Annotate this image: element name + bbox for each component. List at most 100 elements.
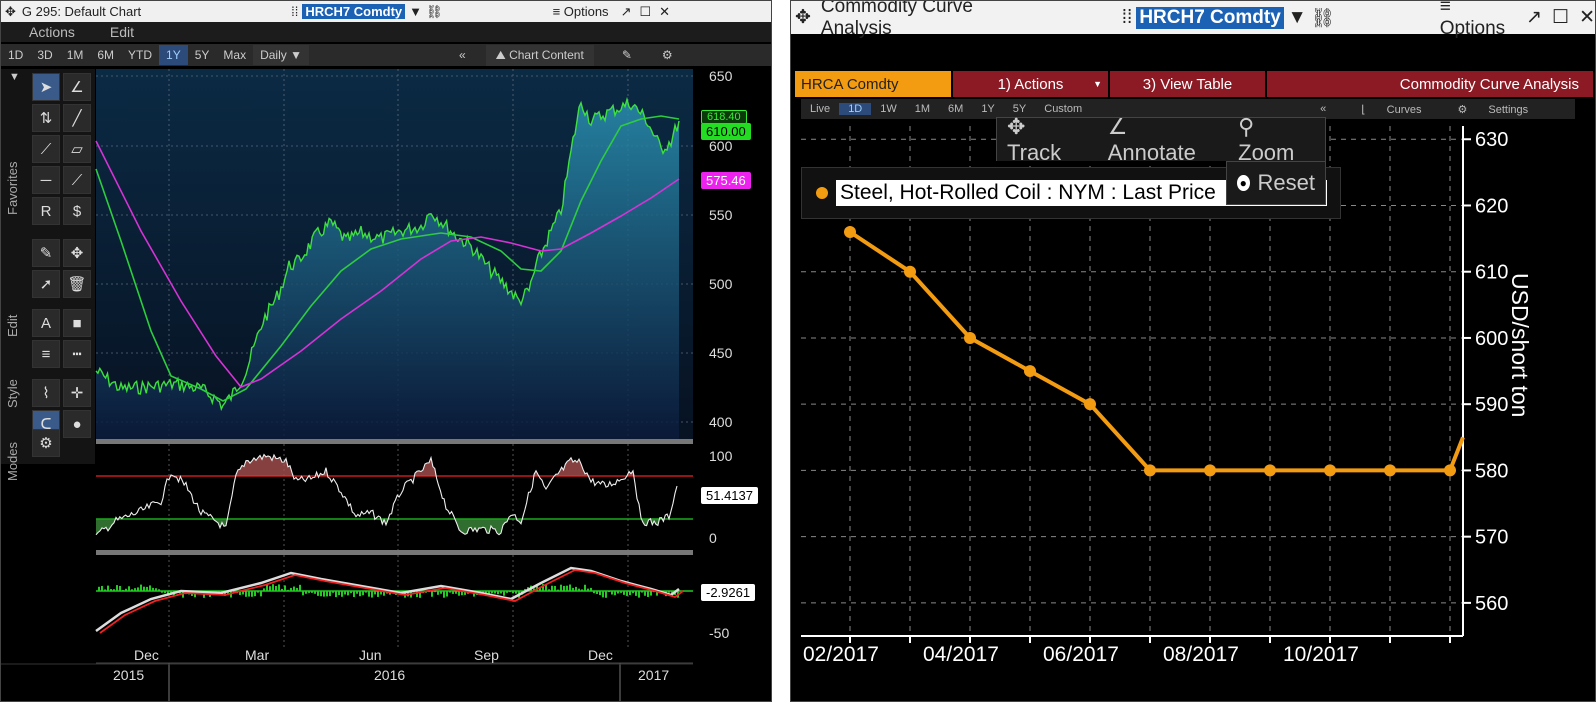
macd-bar (281, 588, 283, 591)
macd-bar (119, 585, 121, 591)
fill-color-icon[interactable]: ■ (63, 309, 91, 337)
range-1y[interactable]: 1Y (981, 103, 995, 115)
actions-menu[interactable]: 1) Actions ▼ (953, 71, 1108, 97)
annotate-button[interactable]: ∠ Annotate (1108, 114, 1218, 166)
curve-point (844, 225, 856, 238)
window-titlebar[interactable]: ✥ G 295: Default Chart ⁞⁞ HRCH7 Comdty ▼… (1, 1, 771, 22)
macd-grid (168, 555, 629, 647)
range-5y[interactable]: 5Y (1012, 103, 1027, 115)
font-style-icon[interactable]: A (32, 309, 60, 337)
range-1m[interactable]: 1M (914, 103, 931, 115)
macd-bar (620, 591, 622, 593)
range-1d[interactable]: 1D (839, 103, 872, 115)
ticker-field[interactable]: HRCA Comdty (795, 71, 951, 97)
move-tool-icon[interactable]: ✥ (63, 239, 91, 267)
collapse-icon[interactable]: « (458, 48, 466, 62)
extend-line-tool-icon[interactable]: ⟋ (63, 166, 91, 194)
chart-content-button[interactable]: ⛰ Chart Content (485, 44, 594, 66)
line-weight-icon[interactable]: ≡ (32, 340, 60, 368)
range-6m[interactable]: 6M (948, 103, 964, 115)
options-menu[interactable]: ≡ Options (552, 4, 609, 19)
maximize-icon[interactable]: ☐ (1552, 7, 1570, 28)
tf-1y[interactable]: 1Y (159, 45, 188, 65)
macd-bar (488, 591, 490, 596)
toolbar-collapse-icon[interactable]: ▼ (9, 71, 20, 83)
pointer-tool-icon[interactable]: ➤ (32, 73, 60, 101)
macd-bar (452, 591, 454, 594)
snap-mode-icon[interactable]: ⌇ (32, 379, 60, 407)
range-1w[interactable]: 1W (880, 103, 897, 115)
range-live[interactable]: Live (810, 103, 831, 115)
color-mode-icon[interactable]: ● (63, 410, 91, 438)
dropdown-icon[interactable]: ▼ (1287, 6, 1307, 28)
annotate-icon: ∠ (1107, 113, 1128, 139)
reset-button[interactable]: ● Reset (1226, 161, 1326, 205)
app-name: Commodity Curve Analysis (1267, 71, 1593, 97)
settings-button[interactable]: ⚙ Settings (1439, 103, 1546, 116)
maximize-icon[interactable]: ☐ (639, 3, 652, 19)
macd-bar (161, 591, 163, 593)
close-icon[interactable]: ✕ (659, 3, 671, 19)
percent-tool-icon[interactable]: ⇅ (32, 104, 60, 132)
curves-button[interactable]: ⌊ Curves (1343, 103, 1439, 116)
curve-point (1444, 464, 1456, 477)
track-button[interactable]: ✥ Track (1007, 114, 1084, 166)
curve-point (1204, 464, 1216, 477)
link-icon[interactable]: ⛓ (426, 3, 443, 19)
line-style-icon[interactable]: ┅ (63, 340, 91, 368)
menu-bar: Actions Edit (1, 22, 771, 42)
menu-edit[interactable]: Edit (109, 24, 135, 40)
settings-tool-icon[interactable]: ⚙ (32, 429, 60, 457)
dropdown-icon[interactable]: ▼ (409, 4, 423, 19)
tf-6m[interactable]: 6M (97, 48, 115, 62)
line-tool-icon[interactable]: ∠ (63, 73, 91, 101)
popout-icon[interactable]: ↗ (1526, 7, 1543, 28)
pencil-tool-icon[interactable]: ✎ (32, 239, 60, 267)
tf-1m[interactable]: 1M (66, 48, 84, 62)
macd-bar (617, 591, 619, 594)
select-add-tool-icon[interactable]: ➚ (32, 270, 60, 298)
tf-max[interactable]: Max (223, 48, 247, 62)
retracement-tool-icon[interactable]: R (32, 197, 60, 225)
move-icon[interactable]: ✥ (795, 7, 811, 28)
macd-bar (347, 591, 349, 596)
edit-chart-icon[interactable]: ✎ (621, 48, 632, 62)
macd-bar (245, 591, 247, 597)
year-label: 2017 (638, 667, 670, 683)
tf-1d[interactable]: 1D (8, 48, 24, 62)
window-titlebar[interactable]: ✥ Commodity Curve Analysis ⁞⁞ HRCH7 Comd… (791, 1, 1595, 39)
ray-tool-icon[interactable]: ⟋ (32, 135, 60, 163)
tf-ytd[interactable]: YTD (128, 48, 153, 62)
macd-bar (548, 589, 550, 591)
macd-bar (377, 591, 379, 597)
tf-3d[interactable]: 3D (37, 48, 53, 62)
hline-tool-icon[interactable]: ─ (32, 166, 60, 194)
channel-tool-icon[interactable]: ▱ (63, 135, 91, 163)
frequency-dropdown[interactable]: Daily ▼ (253, 45, 309, 65)
menu-actions[interactable]: Actions (29, 24, 75, 40)
macd-bar (602, 591, 604, 598)
options-menu[interactable]: ≡ Options (1439, 0, 1506, 39)
view-table-button[interactable]: 3) View Table (1110, 71, 1265, 97)
trendline-tool-icon[interactable]: ╱ (63, 104, 91, 132)
move-icon[interactable]: ✥ (5, 3, 16, 19)
macd-bar (416, 591, 418, 597)
range-custom[interactable]: Custom (1044, 103, 1083, 115)
tf-5y[interactable]: 5Y (194, 48, 210, 62)
gear-icon[interactable]: ⚙ (661, 48, 673, 62)
trash-icon[interactable]: 🗑 (63, 270, 91, 298)
collapse-icon[interactable]: « (1320, 103, 1327, 115)
popout-icon[interactable]: ↗ (620, 3, 632, 19)
macd-bar (371, 591, 373, 598)
crosshair-mode-icon[interactable]: ✛ (63, 379, 91, 407)
chart-content-label: Chart Content (509, 47, 584, 62)
close-icon[interactable]: ✕ (1579, 7, 1595, 28)
price-tool-icon[interactable]: $ (63, 197, 91, 225)
macd-bar (599, 591, 601, 596)
link-icon[interactable]: ⛓ (1310, 7, 1335, 29)
macd-bar (272, 584, 274, 591)
security-field[interactable]: HRCH7 Comdty (1136, 6, 1284, 29)
security-field[interactable]: HRCH7 Comdty (302, 4, 406, 19)
zoom-button[interactable]: ⚲ Zoom (1238, 114, 1315, 166)
timeframe-bar: 1D 3D 1M 6M YTD 1Y 5Y Max Daily ▼ « ⛰ Ch… (1, 44, 771, 66)
